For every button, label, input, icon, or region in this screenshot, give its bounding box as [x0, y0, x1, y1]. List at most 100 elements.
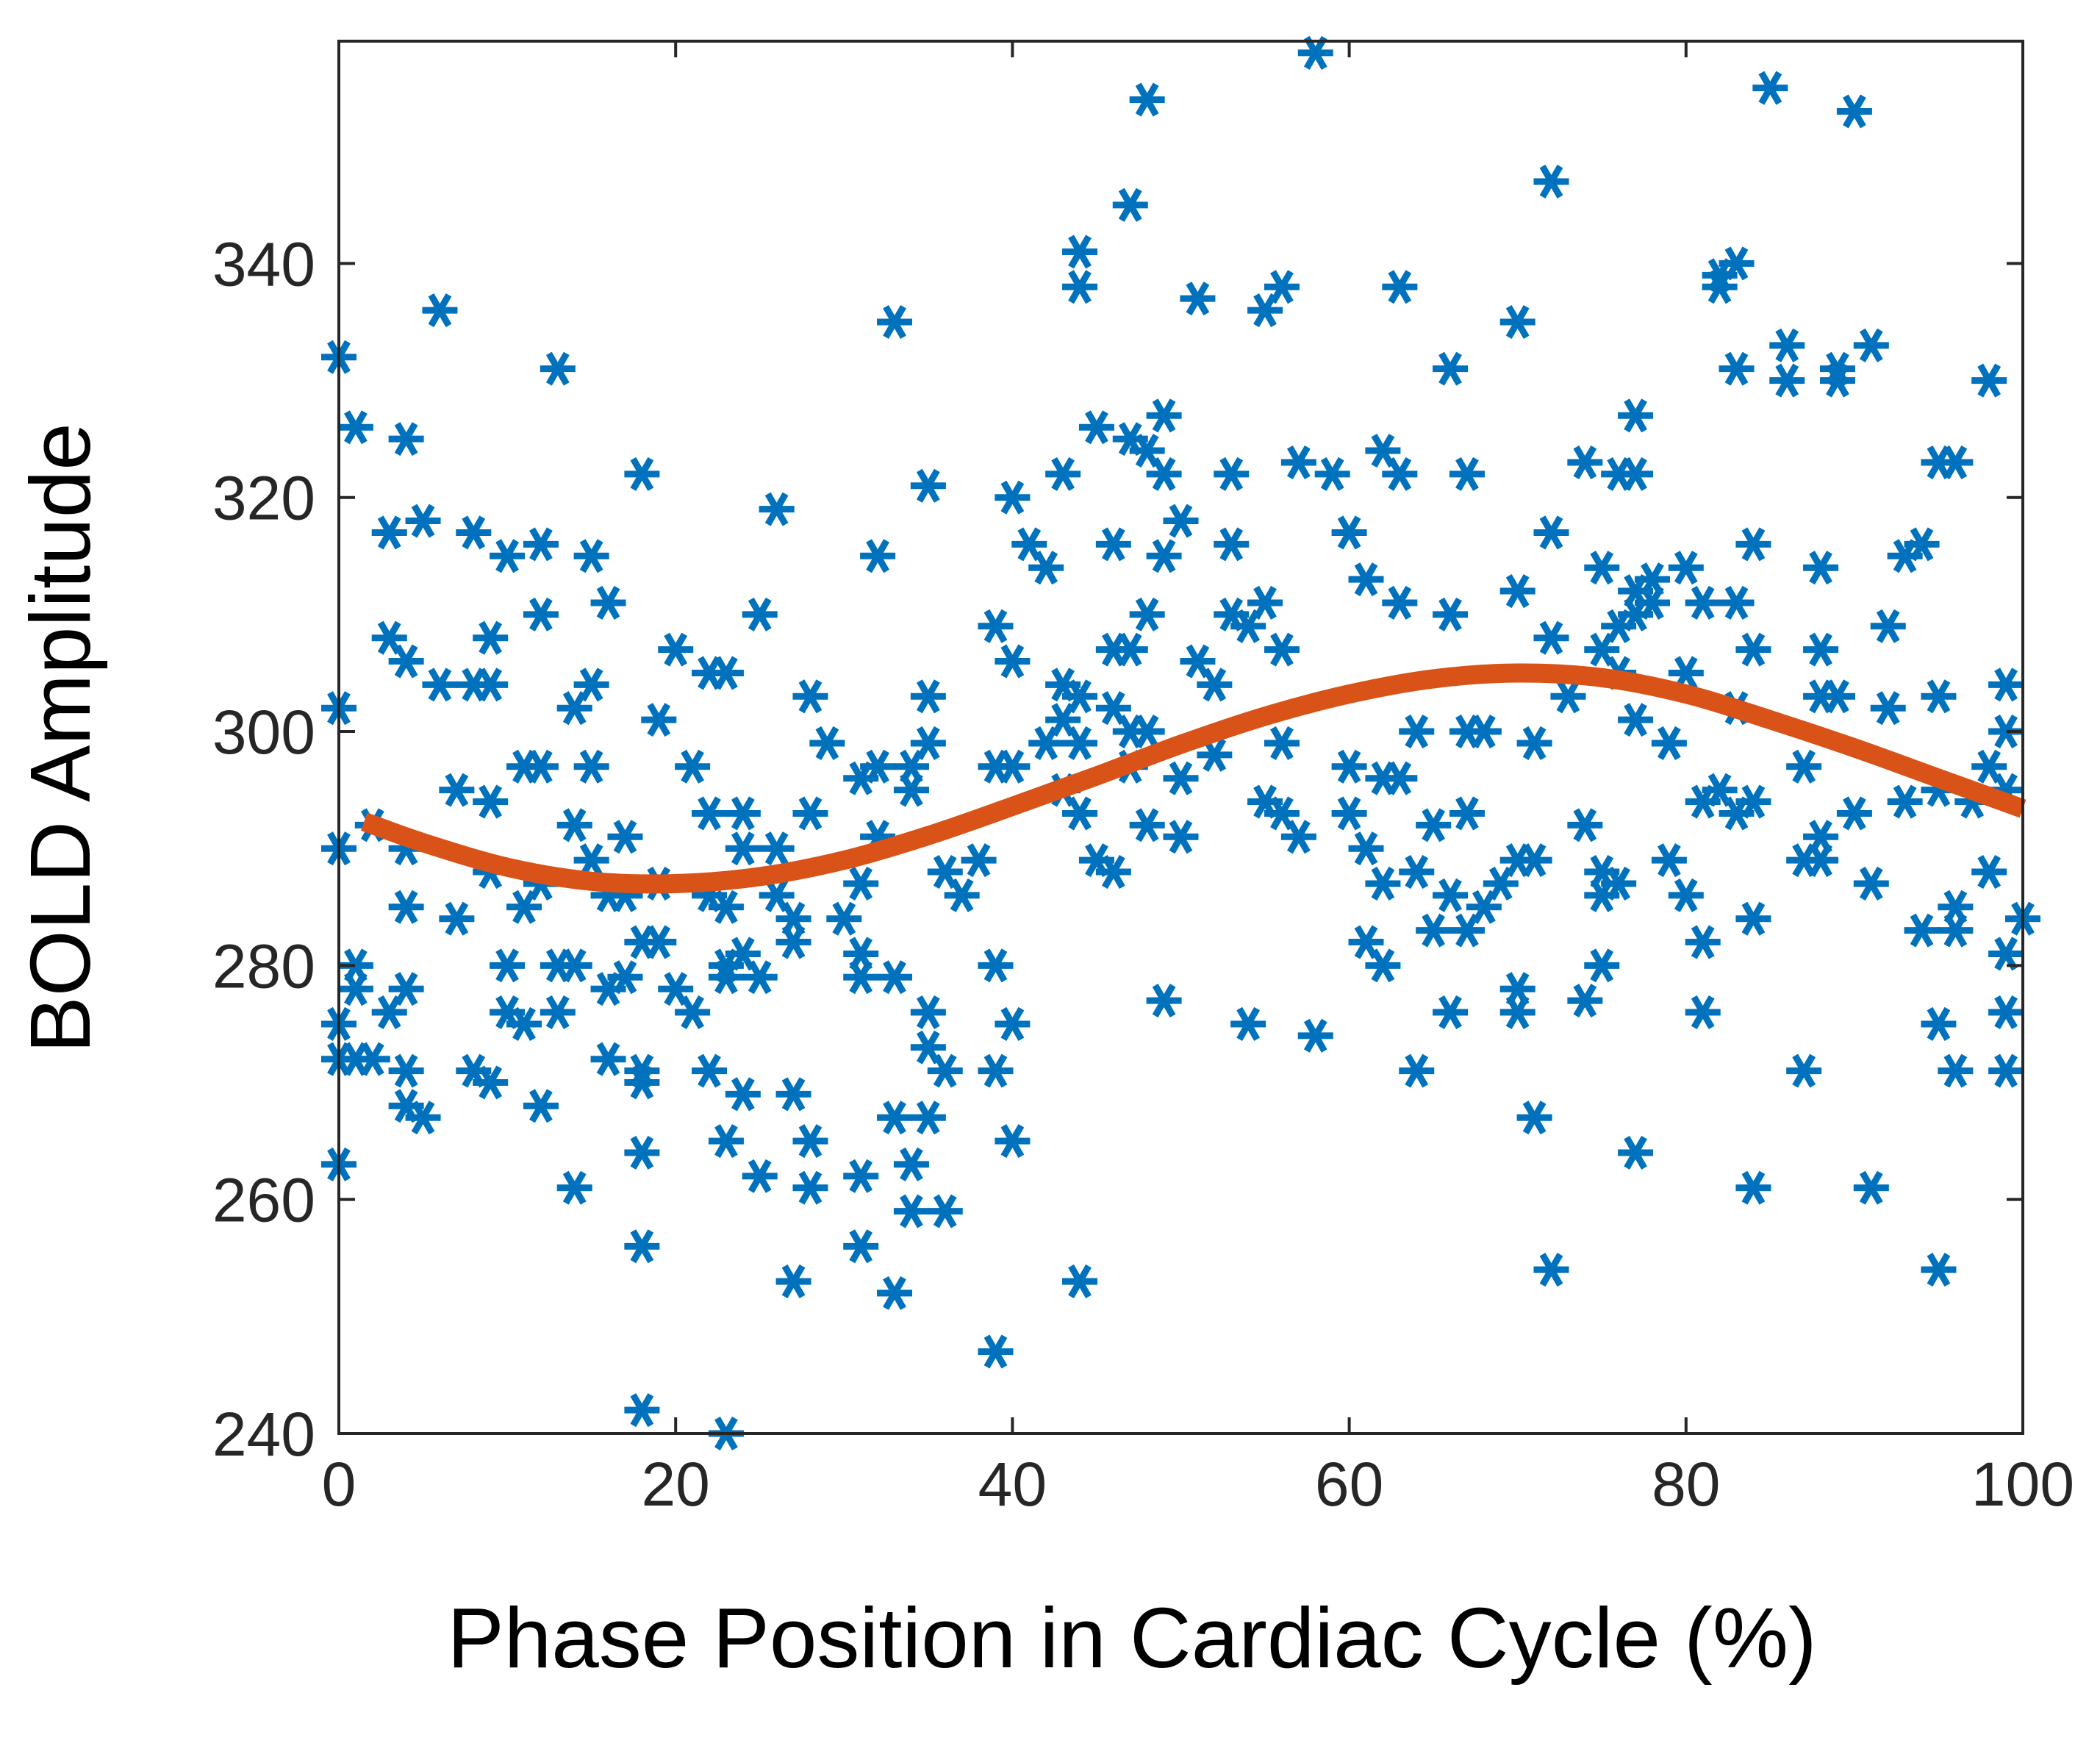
data-point: [573, 843, 609, 878]
data-point-stroke: [1000, 1124, 1025, 1159]
data-point: [775, 925, 811, 959]
data-point: [624, 1229, 660, 1264]
data-point-stroke: [916, 1030, 940, 1064]
data-point-stroke: [731, 796, 755, 831]
data-point-stroke: [1186, 644, 1210, 679]
data-point-stroke: [1438, 878, 1462, 912]
data-point-stroke: [798, 679, 823, 714]
data-point: [792, 1170, 828, 1205]
data-point-stroke: [748, 597, 772, 631]
data-point: [893, 1147, 929, 1181]
data-point-stroke: [1438, 995, 1462, 1030]
data-point-stroke: [1556, 679, 1580, 714]
data-point: [1365, 866, 1401, 901]
data-point: [337, 410, 373, 445]
data-point: [1769, 328, 1805, 362]
data-point: [1853, 1170, 1889, 1205]
data-point: [759, 831, 795, 866]
data-point: [995, 1124, 1031, 1159]
data-point: [1146, 984, 1182, 1018]
data-point: [1567, 808, 1603, 842]
data-point-stroke: [1522, 843, 1547, 878]
data-point-stroke: [1203, 737, 1227, 772]
data-point: [995, 480, 1031, 515]
data-point-stroke: [1472, 715, 1496, 749]
data-point-stroke: [462, 515, 486, 550]
data-point-stroke: [360, 1042, 384, 1076]
data-point-stroke: [394, 890, 418, 924]
data-point-stroke: [613, 960, 637, 995]
data-point-stroke: [630, 1229, 654, 1264]
data-point: [1416, 913, 1452, 948]
axes: [337, 40, 2024, 1435]
data-point-stroke: [1994, 1053, 2018, 1088]
data-point-stroke: [647, 925, 671, 959]
data-point-stroke: [1354, 562, 1378, 597]
data-point-stroke: [512, 1006, 536, 1041]
data-point: [405, 504, 441, 538]
data-point: [1348, 831, 1384, 866]
data-point: [624, 457, 660, 491]
data-point: [523, 527, 559, 562]
data-point-stroke: [1539, 515, 1563, 550]
data-point: [1297, 35, 1333, 70]
data-point: [725, 796, 761, 831]
data-point: [1618, 1135, 1654, 1170]
data-point: [1668, 551, 1704, 585]
data-point: [978, 1053, 1014, 1088]
x-tick-label: 20: [641, 1450, 709, 1519]
data-point-stroke: [1135, 434, 1159, 468]
data-point-stroke: [1169, 820, 1193, 854]
data-point: [1819, 679, 1855, 714]
data-point: [1146, 457, 1182, 491]
data-point-stroke: [1000, 480, 1025, 515]
data-point-stroke: [1219, 457, 1244, 491]
data-point-stroke: [562, 948, 587, 983]
data-point-stroke: [579, 749, 603, 784]
data-point-stroke: [1859, 328, 1883, 362]
data-point: [1752, 71, 1788, 105]
data-point-stroke: [731, 937, 755, 971]
data-point: [1197, 668, 1233, 702]
data-point-stroke: [1674, 551, 1698, 585]
data-point-stroke: [1994, 715, 2018, 749]
data-point: [490, 539, 526, 573]
data-point-stroke: [1876, 609, 1900, 643]
data-point: [1499, 304, 1535, 340]
data-point-stroke: [1286, 820, 1311, 854]
data-point: [927, 1053, 963, 1088]
data-point-stroke: [1354, 925, 1378, 959]
data-point-stroke: [1270, 270, 1294, 304]
data-point-stroke: [428, 293, 452, 328]
data-point-stroke: [1068, 235, 1092, 269]
data-point-stroke: [1573, 984, 1597, 1018]
data-point: [506, 1006, 542, 1041]
data-point-stroke: [1792, 1053, 1816, 1088]
data-point: [1938, 445, 1974, 480]
data-point-stroke: [1051, 668, 1075, 702]
data-point: [910, 995, 946, 1030]
data-point: [1280, 820, 1316, 854]
data-point-stroke: [916, 468, 940, 503]
data-point: [1382, 457, 1418, 491]
data-point-stroke: [1943, 1053, 1968, 1088]
data-point-stroke: [714, 1124, 738, 1159]
data-point-stroke: [781, 1264, 806, 1299]
data-point: [1280, 445, 1316, 480]
data-point-stroke: [1724, 246, 1749, 281]
data-point: [1988, 668, 2024, 702]
data-point-stroke: [664, 632, 688, 667]
data-point: [1971, 854, 2007, 890]
data-point: [1045, 457, 1081, 491]
data-point: [1921, 679, 1957, 714]
data-point: [877, 1275, 913, 1311]
data-point: [1904, 913, 1940, 948]
data-point-stroke: [764, 831, 789, 866]
data-point: [1836, 94, 1872, 129]
data-point: [944, 878, 980, 912]
data-point-stroke: [1152, 457, 1176, 491]
data-point-stroke: [781, 1077, 806, 1112]
data-point-stroke: [1505, 304, 1530, 340]
data-point: [1331, 515, 1367, 550]
data-point: [388, 972, 424, 1006]
